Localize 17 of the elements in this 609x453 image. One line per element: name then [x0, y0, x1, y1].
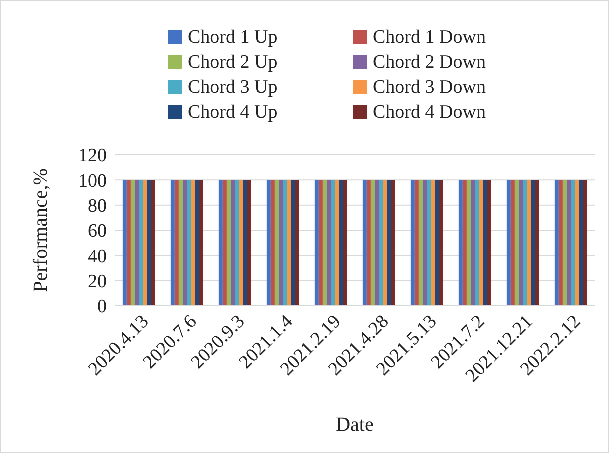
y-tick-label: 80	[88, 196, 107, 217]
y-tick-label: 0	[98, 296, 107, 318]
y-axis-title: Performance,%	[30, 168, 52, 292]
legend-label: Chord 4 Up	[188, 102, 278, 123]
legend-label: Chord 3 Up	[188, 77, 278, 98]
y-tick-label: 20	[88, 271, 107, 292]
legend-label: Chord 1 Up	[188, 27, 278, 48]
y-tick-label: 120	[78, 146, 107, 167]
legend-label: Chord 2 Up	[188, 52, 278, 73]
y-tick-label: 100	[78, 170, 107, 192]
legend-label: Chord 2 Down	[373, 52, 486, 73]
legend-label: Chord 3 Down	[373, 77, 486, 98]
y-tick-label: 60	[88, 221, 107, 242]
y-tick-label: 40	[88, 246, 107, 268]
legend-label: Chord 1 Down	[373, 27, 486, 48]
x-axis-title: Date	[336, 414, 374, 436]
legend-label: Chord 4 Down	[373, 102, 486, 123]
